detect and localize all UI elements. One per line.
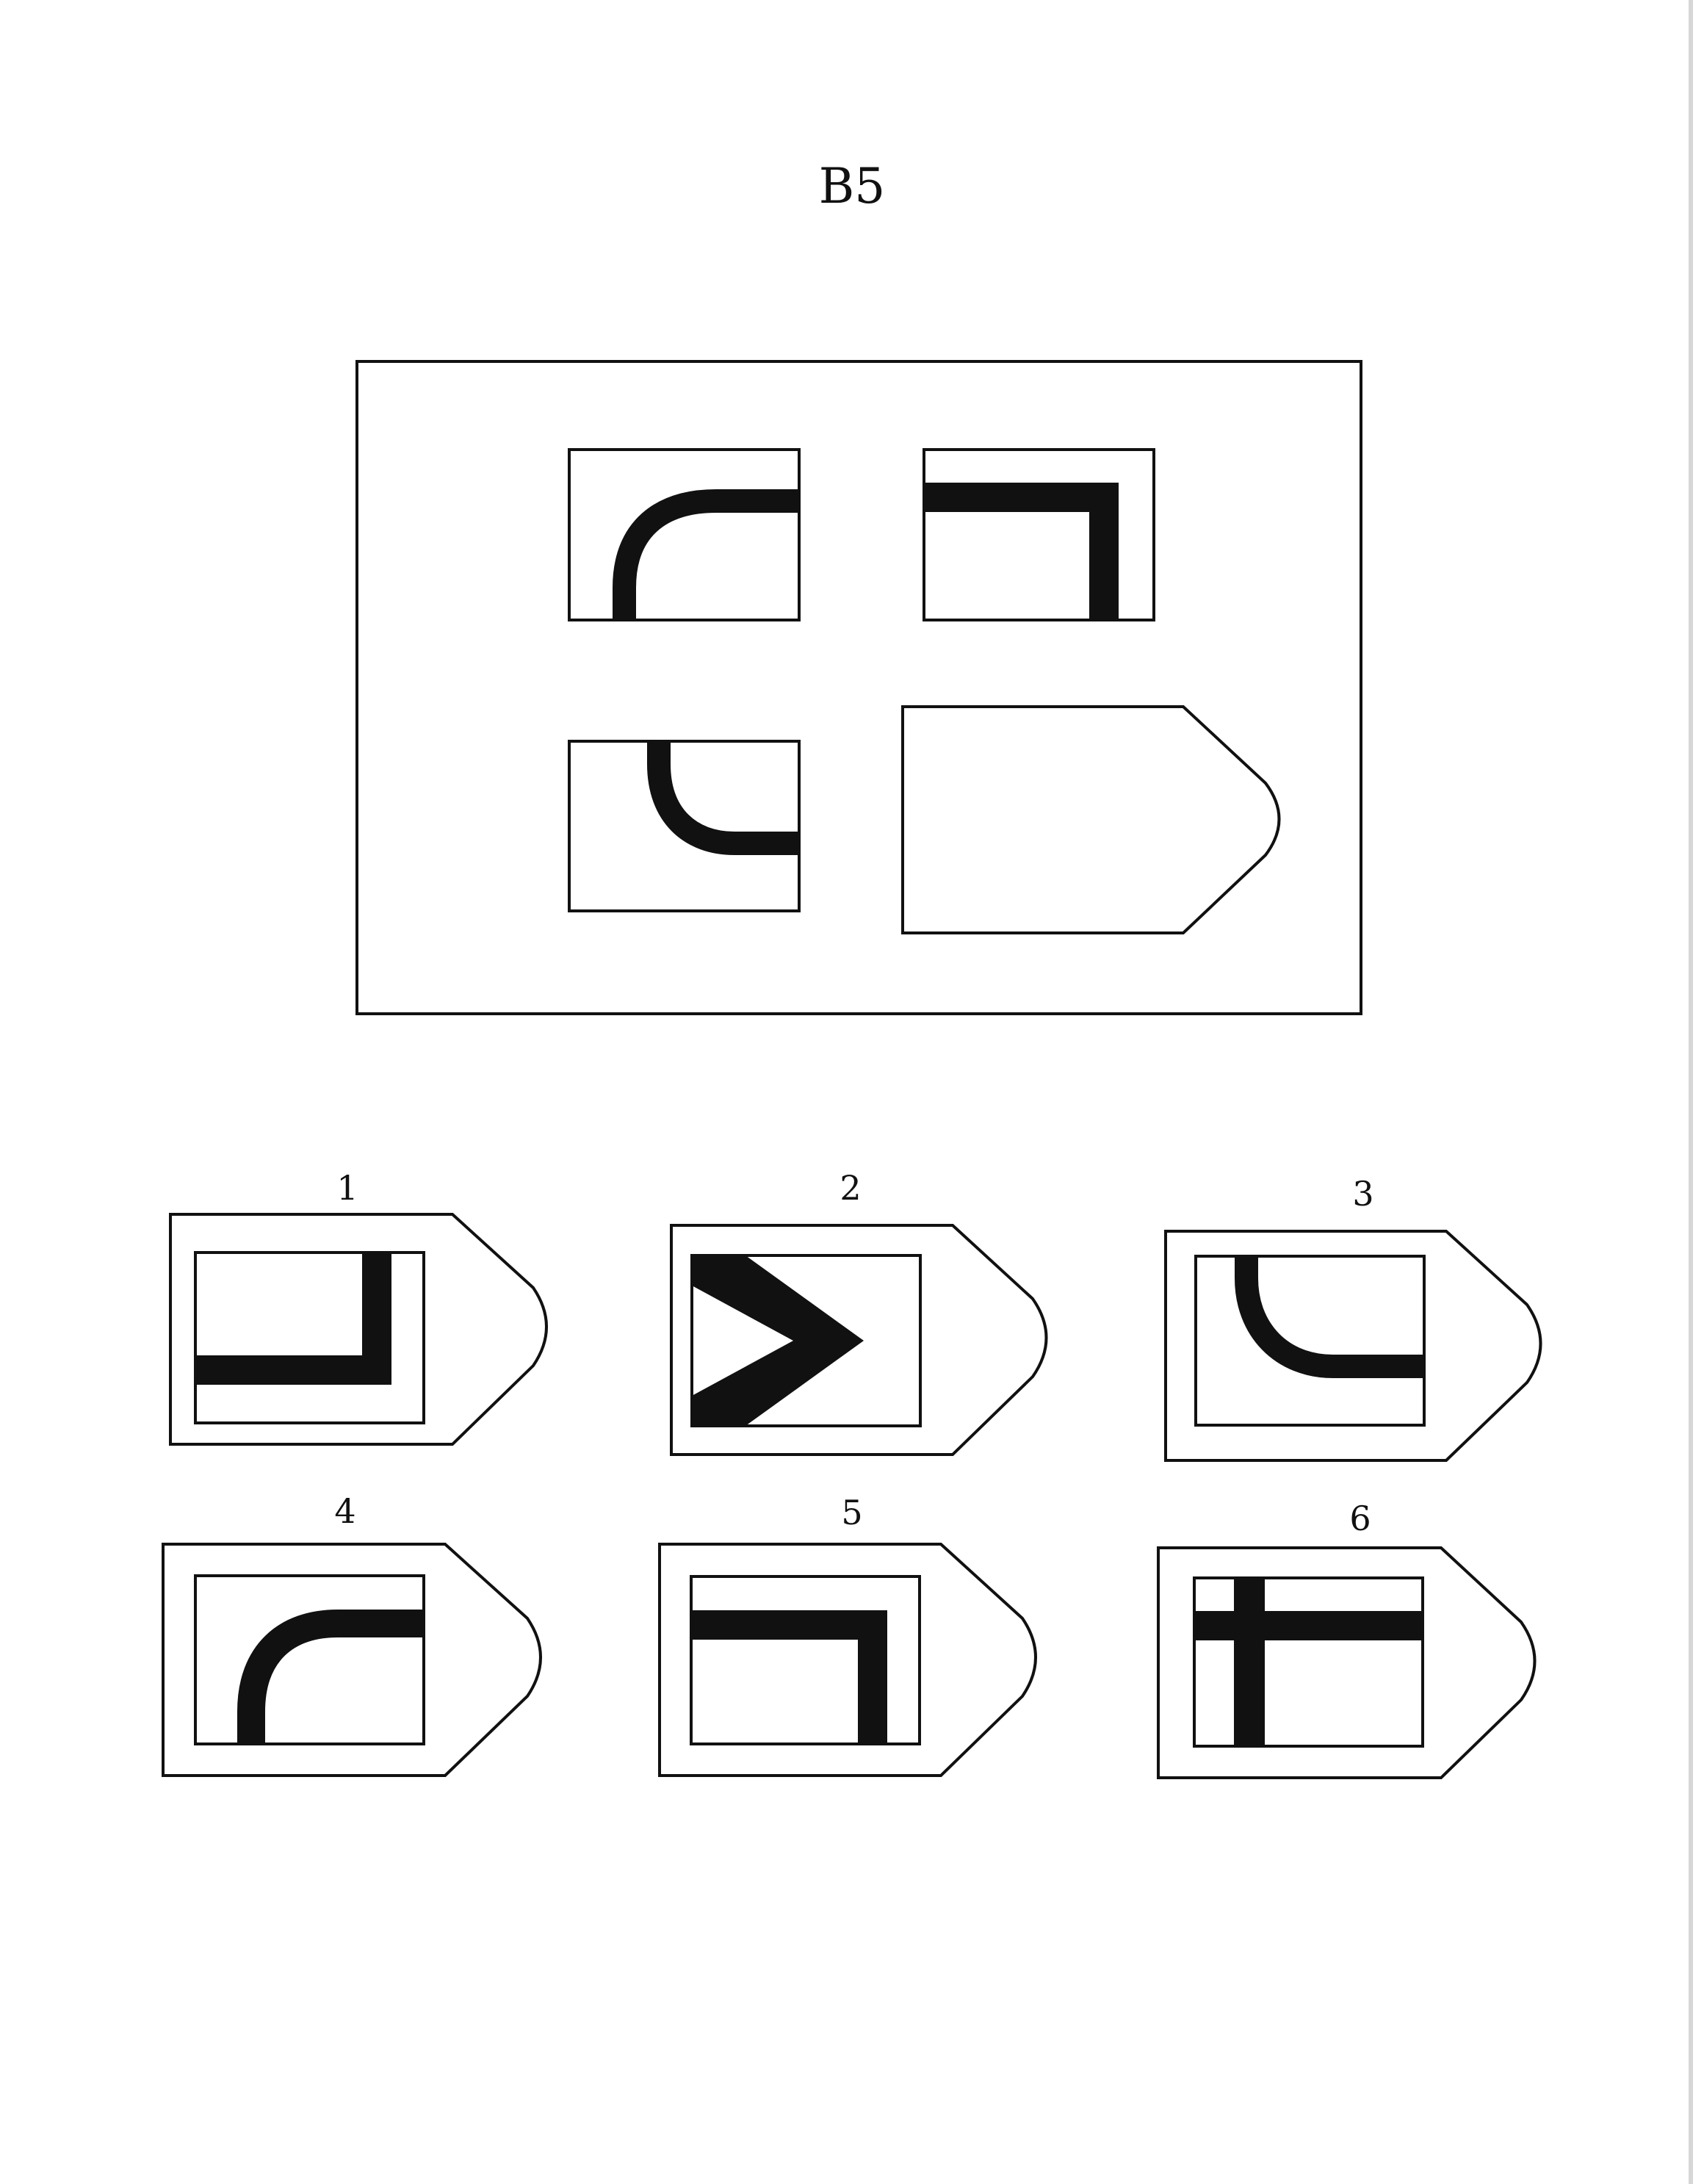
option-4[interactable] (162, 1543, 542, 1777)
cross-icon (1194, 1578, 1423, 1746)
matrix-cell-1 (568, 448, 801, 621)
page-title: B5 (818, 158, 886, 215)
option-3-number: 3 (1352, 1174, 1374, 1214)
curve-top-left-icon (613, 489, 798, 620)
curve-bottom-left-icon (1235, 1256, 1423, 1378)
option-4-number: 4 (334, 1491, 356, 1531)
corner-top-right-icon (924, 483, 1119, 620)
option-1-number: 1 (336, 1168, 358, 1208)
option-6[interactable] (1157, 1546, 1537, 1779)
chevron-right-icon (692, 1255, 864, 1426)
option-1[interactable] (169, 1213, 548, 1446)
option-6-number: 6 (1349, 1499, 1371, 1538)
curve-bottom-left-icon (647, 741, 798, 855)
corner-top-right-icon (691, 1610, 887, 1744)
corner-bottom-right-icon (195, 1253, 391, 1385)
curve-top-left-icon (237, 1610, 422, 1744)
matrix-cell-2 (923, 448, 1155, 621)
option-2-number: 2 (840, 1168, 862, 1208)
puzzle-frame (355, 360, 1362, 1015)
option-2[interactable] (670, 1224, 1048, 1456)
matrix-cell-3 (568, 740, 801, 912)
option-5[interactable] (658, 1543, 1037, 1777)
option-5-number: 5 (841, 1493, 863, 1532)
option-3[interactable] (1164, 1230, 1542, 1462)
missing-answer-tag (901, 705, 1281, 934)
